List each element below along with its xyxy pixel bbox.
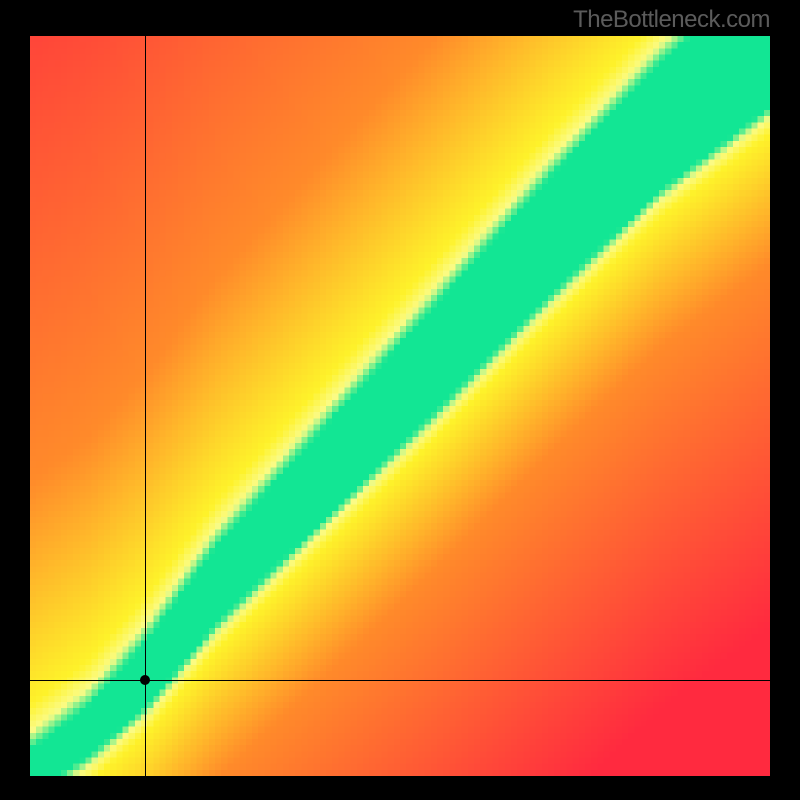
heatmap-canvas <box>30 36 770 776</box>
watermark-text: TheBottleneck.com <box>573 6 770 34</box>
crosshair-marker <box>140 675 150 685</box>
chart-container: TheBottleneck.com <box>0 0 800 800</box>
crosshair-vertical <box>145 36 146 776</box>
